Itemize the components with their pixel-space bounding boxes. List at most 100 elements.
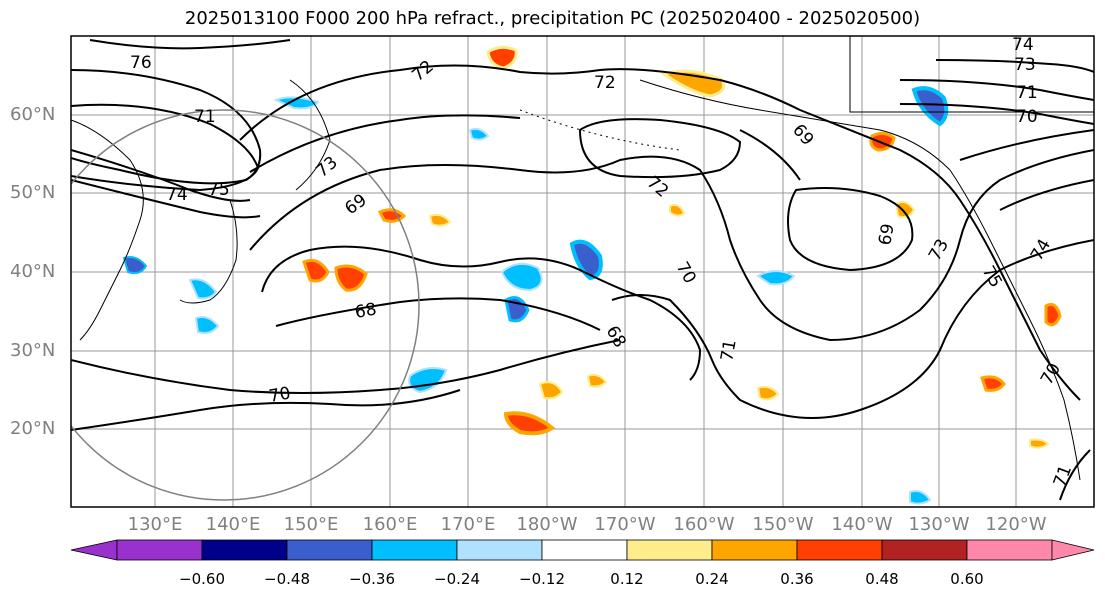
- colorbar-tick-label: −0.48: [264, 570, 310, 588]
- lon-label: 150°E: [283, 514, 339, 535]
- contour-label: 74: [1027, 236, 1055, 265]
- precip-patch: [980, 375, 1006, 392]
- contour-line: [71, 339, 621, 394]
- colorbar-segment: [541, 539, 628, 561]
- contour-line: [239, 64, 1081, 401]
- precip-patch: [408, 367, 448, 394]
- contour-label: 70: [1037, 360, 1065, 389]
- precip-patch: [756, 270, 796, 286]
- lon-label: 170°W: [594, 514, 656, 535]
- contour-line: [899, 79, 1094, 101]
- map-frame: [70, 35, 1095, 508]
- colorbar-tick-label: −0.12: [519, 570, 565, 588]
- lon-label: 160°E: [362, 514, 418, 535]
- colorbar-segment: [881, 539, 968, 561]
- contour-line: [71, 389, 461, 431]
- contour-line: [959, 129, 1094, 161]
- lon-label: 120°W: [985, 514, 1047, 535]
- coastlines: [71, 79, 1081, 481]
- contour-line: [261, 245, 702, 381]
- inset-box: [849, 36, 1094, 113]
- range-circle: [71, 109, 420, 501]
- contour-label: 68: [353, 299, 378, 322]
- colorbar-segment: [626, 539, 713, 561]
- contour-label: 71: [1016, 83, 1038, 103]
- contour-label: 75: [208, 180, 230, 200]
- colorbar-segment: [201, 539, 288, 561]
- colorbar-segment: [711, 539, 798, 561]
- precip-patch: [909, 490, 932, 505]
- contour-label: 74: [166, 185, 188, 205]
- precip-patch: [756, 385, 780, 401]
- contour-label: 73: [1014, 55, 1036, 75]
- contour-label: 76: [130, 53, 152, 73]
- precip-patch: [586, 373, 608, 388]
- colorbar-tick-label: 0.48: [865, 570, 899, 588]
- contour-line: [71, 149, 251, 202]
- precip-patch: [273, 96, 320, 110]
- lon-label: 160°W: [673, 514, 735, 535]
- colorbar-tick-label: −0.60: [179, 570, 225, 588]
- map-title: 2025013100 F000 200 hPa refract., precip…: [184, 8, 921, 29]
- lon-label: 130°W: [908, 514, 970, 535]
- precip-patch: [669, 204, 686, 217]
- colorbar-segment: [966, 539, 1053, 561]
- aleutian-chain: [519, 109, 681, 151]
- contour-label: 72: [594, 73, 616, 93]
- refractivity-contours: [71, 39, 1094, 501]
- precip-patch: [194, 316, 220, 335]
- kamchatka-coast: [289, 79, 331, 191]
- precip-patch: [428, 213, 452, 227]
- lat-label: 60°N: [10, 104, 56, 125]
- precip-patch: [538, 381, 564, 400]
- precip-patch: [894, 201, 916, 219]
- contour-label: 71: [717, 338, 740, 363]
- precip-patch: [486, 45, 518, 70]
- lon-label: 130°E: [127, 514, 183, 535]
- precip-patch: [188, 278, 218, 300]
- japan-coast: [179, 199, 238, 304]
- contour-line: [71, 103, 260, 192]
- north-america-coast: [949, 169, 1081, 481]
- precip-patch: [302, 258, 330, 283]
- contour-line: [739, 129, 801, 181]
- contour-line: [71, 69, 262, 185]
- colorbar-tick-label: −0.36: [349, 570, 395, 588]
- contour-label: 73: [312, 153, 341, 182]
- colorbar-segment: [371, 539, 458, 561]
- precip-patch: [377, 208, 407, 223]
- contour-label: 73: [925, 236, 953, 265]
- lon-label: 170°E: [440, 514, 496, 535]
- contour-label: 70: [672, 259, 700, 288]
- lon-label: 140°W: [831, 514, 893, 535]
- contour-label: 71: [1050, 463, 1076, 490]
- alaska-coast: [639, 79, 951, 171]
- colorbar-tick-label: 0.24: [695, 570, 729, 588]
- lat-label: 50°N: [10, 182, 56, 203]
- lat-label: 40°N: [10, 261, 56, 282]
- colorbar-tick-label: 0.60: [950, 570, 984, 588]
- colorbar-segment: [456, 539, 543, 561]
- colorbar-segment: [796, 539, 883, 561]
- contour-label: 74: [1012, 35, 1034, 55]
- precip-patch: [334, 264, 368, 292]
- contour-line: [787, 187, 914, 272]
- precip-patch: [1044, 302, 1062, 327]
- contour-label: 70: [1016, 107, 1038, 127]
- precip-patch: [911, 86, 949, 127]
- lon-label: 150°W: [752, 514, 814, 535]
- contour-label: 71: [194, 107, 216, 127]
- colorbar-tick-label: −0.24: [434, 570, 480, 588]
- contour-label: 69: [341, 190, 370, 219]
- precip-patch: [500, 262, 543, 292]
- contour-label: 72: [408, 57, 437, 86]
- contour-line: [611, 239, 1094, 419]
- precip-patch: [503, 411, 556, 436]
- colorbar-segment: [70, 539, 118, 561]
- precip-patch: [1029, 438, 1050, 449]
- asia-coast: [71, 119, 144, 341]
- contour-line: [249, 149, 1094, 342]
- colorbar: [70, 539, 1095, 561]
- precip-patch: [468, 127, 490, 141]
